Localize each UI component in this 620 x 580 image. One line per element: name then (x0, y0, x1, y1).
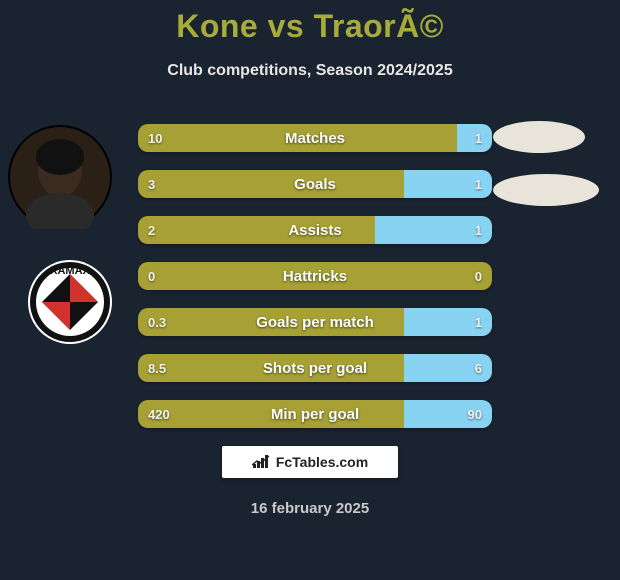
player2-avatar (493, 121, 585, 153)
stat-bar-right (375, 216, 492, 244)
stat-bar-left (138, 262, 492, 290)
stat-row: Goals per match0.31 (138, 308, 492, 336)
stat-bar-left (138, 124, 457, 152)
stat-bar-right (404, 400, 493, 428)
stat-bar-left (138, 216, 375, 244)
stat-row: Min per goal42090 (138, 400, 492, 428)
svg-text:XAMAX: XAMAX (50, 265, 90, 277)
stat-bar-right (404, 354, 493, 382)
stat-bar-left (138, 170, 404, 198)
chart-icon (252, 455, 270, 469)
stat-row: Shots per goal8.56 (138, 354, 492, 382)
page-title: Kone vs TraorÃ© (0, 8, 620, 45)
stat-row: Matches101 (138, 124, 492, 152)
stat-bar-left (138, 308, 404, 336)
stat-bar-left (138, 400, 404, 428)
snapshot-date: 16 february 2025 (0, 500, 620, 517)
site-logo: FcTables.com (222, 446, 398, 478)
player1-avatar (8, 125, 112, 229)
stat-row: Hattricks00 (138, 262, 492, 290)
player1-club-badge: XAMAX (28, 260, 112, 344)
stat-rows: Matches101 Goals31 Assists21 Hattricks00 Goa… (138, 124, 492, 446)
site-logo-text: FcTables.com (276, 454, 368, 470)
stat-bar-right (457, 124, 492, 152)
stat-bar-left (138, 354, 404, 382)
stat-bar-right (404, 170, 493, 198)
player2-club-badge (493, 174, 599, 206)
stat-row: Goals31 (138, 170, 492, 198)
stat-row: Assists21 (138, 216, 492, 244)
page-subtitle: Club competitions, Season 2024/2025 (0, 62, 620, 80)
stat-bar-right (404, 308, 493, 336)
